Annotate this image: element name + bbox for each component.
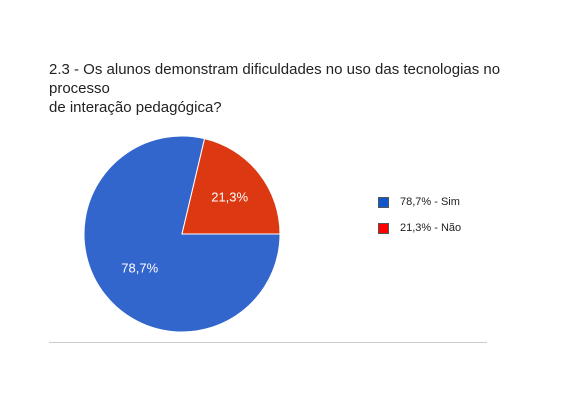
chart-title-line-1: 2.3 - Os alunos demonstram dificuldades … [49,61,501,97]
legend-swatch-nao [378,222,389,234]
pie-slice-sim-label: 78,7% [121,260,158,275]
chart-legend: 78,7% - Sim 21,3% - Não [378,195,461,247]
legend-item-sim: 78,7% - Sim [378,195,461,209]
chart-title: 2.3 - Os alunos demonstram dificuldades … [49,60,549,117]
legend-label-sim: 78,7% - Sim [400,196,460,208]
pie-slice-nao [181,138,281,235]
legend-swatch-sim [378,196,389,208]
pie-slice-nao-label: 21,3% [211,189,248,204]
legend-label-nao: 21,3% - Não [400,222,462,234]
divider-line [49,342,487,343]
legend-item-nao: 21,3% - Não [378,221,461,235]
pie-slice-sim [83,135,281,333]
chart-title-line-2: de interação pedagógica? [49,99,222,116]
